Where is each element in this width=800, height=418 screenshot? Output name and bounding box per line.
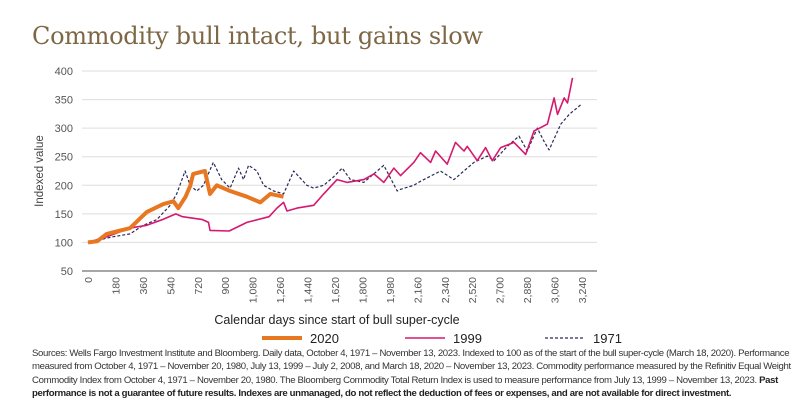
y-tick-label: 350: [55, 95, 73, 107]
x-tick-label: 900: [220, 277, 232, 295]
line-chart: 50 100 150 200 250 300 350 400 0 180 360 540 720 900…: [34, 66, 622, 345]
x-tick-label: 2,880: [522, 277, 534, 303]
x-tick-label: 2,700: [495, 277, 507, 303]
footnote-sources: Sources: Wells Fargo Investment Institut…: [32, 348, 791, 386]
x-tick-label: 1,260: [275, 277, 287, 303]
y-tick-label: 300: [55, 123, 73, 135]
x-tick-label: 1,080: [248, 277, 260, 303]
x-axis-ticks: 0 180 360 540 720 900 1,080 1,260 1,440 1,620 1,80…: [83, 277, 589, 303]
x-tick-label: 540: [165, 277, 177, 295]
x-tick-label: 1,980: [385, 277, 397, 303]
x-tick-label: 1,440: [303, 277, 315, 303]
grid: [82, 70, 597, 272]
x-axis-title: Calendar days since start of bull super-…: [214, 313, 459, 327]
series-line-1999: [87, 77, 574, 244]
y-tick-label: 100: [55, 237, 73, 249]
x-tick-label: 3,240: [577, 277, 589, 303]
y-tick-label: 150: [55, 209, 73, 221]
x-tick-label: 2,340: [440, 277, 452, 303]
x-tick-label: 2,520: [467, 277, 479, 303]
series-lines: [87, 77, 582, 245]
y-tick-label: 250: [55, 152, 73, 164]
series-line-1971: [87, 104, 582, 243]
y-tick-label: 200: [55, 180, 73, 192]
x-tick-label: 360: [138, 277, 150, 295]
chart-title: Commodity bull intact, but gains slow: [32, 22, 483, 50]
y-axis-ticks: 50 100 150 200 250 300 350 400: [55, 66, 73, 278]
x-tick-label: 3,060: [550, 277, 562, 303]
x-tick-label: 2,160: [412, 277, 424, 303]
x-tick-label: 1,620: [330, 277, 342, 303]
legend-label-2020: 2020: [310, 331, 339, 345]
y-axis-title: Indexed value: [34, 135, 46, 207]
x-tick-label: 1,800: [357, 277, 369, 303]
legend-label-1999: 1999: [453, 331, 482, 345]
series-line-2020: [87, 169, 284, 245]
footnote-disclaimer: Past performance is not a guarantee of f…: [32, 374, 778, 399]
x-tick-label: 180: [110, 277, 122, 295]
legend: 2020 1999 1971: [262, 331, 622, 345]
x-tick-label: 0: [83, 277, 95, 283]
legend-label-1971: 1971: [593, 331, 622, 345]
y-tick-label: 50: [61, 266, 73, 278]
footnote: Sources: Wells Fargo Investment Institut…: [32, 347, 792, 400]
x-tick-label: 720: [193, 277, 205, 295]
y-tick-label: 400: [55, 66, 73, 78]
